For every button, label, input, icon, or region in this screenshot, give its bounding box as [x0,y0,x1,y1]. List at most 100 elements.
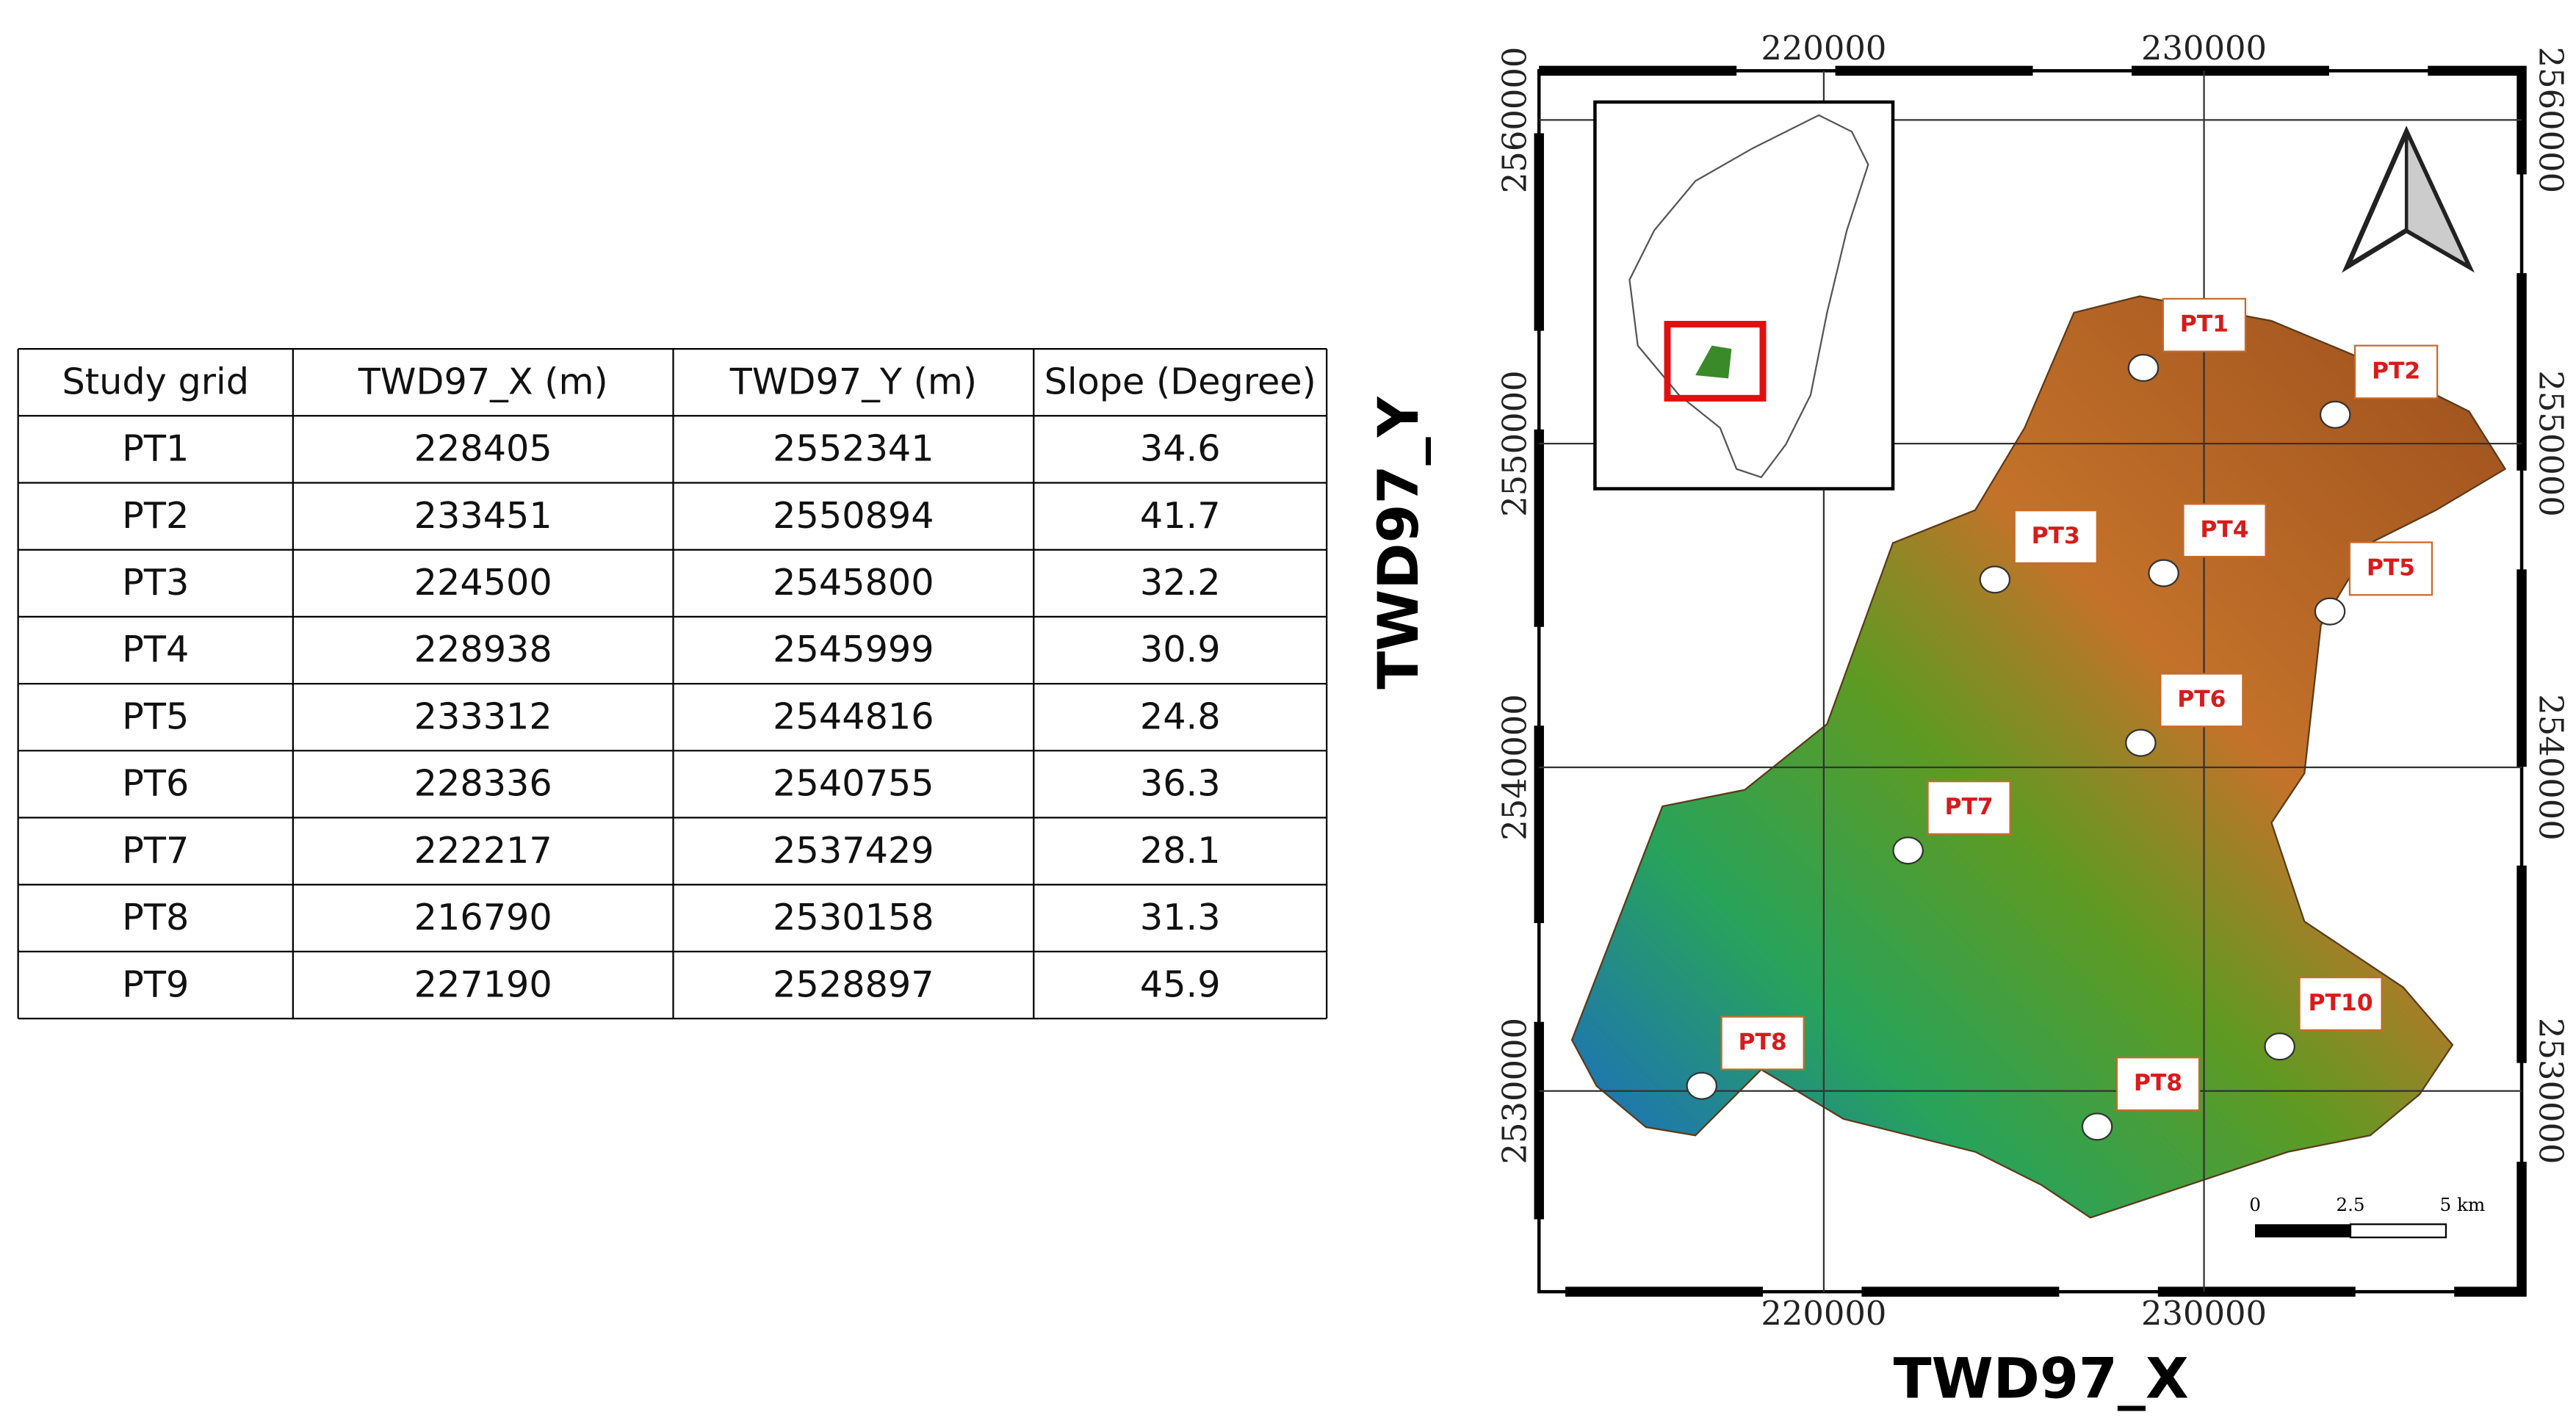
table-cell: PT9 [122,963,189,1005]
point-marker [2127,353,2160,383]
point-label-box [2115,1057,2201,1112]
point-label-box [2298,976,2383,1031]
point-label-box [2353,344,2439,399]
taiwan-outline [1628,114,1869,479]
table-cell: PT6 [122,762,189,805]
point-marker [1686,1071,1718,1100]
table-cell: 32.2 [1140,561,1221,604]
table-cell: 228405 [414,427,552,470]
table-cell: 2545999 [773,628,934,670]
scale-label: 0 [2249,1194,2261,1215]
x-tick-label: 220000 [1761,1294,1886,1333]
x-tick-label: 230000 [2141,1294,2267,1333]
point-label-box [2162,297,2247,352]
map-frame-border [1534,65,2527,1297]
point-marker [1892,836,1924,865]
map: 220000 220000 230000 230000 2530000 2530000 25… [1365,29,2570,1411]
table-cell: 2528897 [773,963,934,1005]
table-cell: 30.9 [1140,628,1221,670]
point-label: PT8 [1739,1029,1787,1056]
scale-label: 2.5 [2336,1194,2364,1215]
x-axis-label: TWD97_X [1894,1345,2189,1411]
point-marker [2148,559,2179,587]
table-cell: 224500 [414,561,552,604]
y-tick-label: 2550000 [1496,370,1534,517]
point-marker [2314,597,2346,626]
table-cell: 228336 [414,762,552,805]
point-label: PT2 [2372,358,2420,384]
point-label-box [1927,781,2011,835]
table-cell: 36.3 [1140,762,1221,805]
point-label: PT3 [2032,523,2080,549]
table-cell: Study grid [62,360,249,402]
point-label: PT8 [2134,1070,2182,1096]
table-cell: 2544816 [773,695,934,737]
table-cell: PT4 [122,628,189,670]
y-tick-label: 2530000 [1496,1018,1534,1165]
table-cell: 2540755 [773,762,934,805]
inset-map [1593,100,1895,491]
point-label: PT4 [2200,516,2248,543]
table-cell: 222217 [414,829,552,872]
north-arrow-shade [2404,131,2473,271]
table: Study grid TWD97_X (m) TWD97_Y (m) Slope (D… [17,347,1328,1020]
table-cell: 216790 [414,896,552,938]
table-cell: 28.1 [1140,829,1221,872]
point-marker [2125,728,2157,757]
point-marker [1979,565,2011,594]
table-cell: PT5 [122,695,189,737]
terrain [1570,295,2507,1219]
points: PT1 PT2 PT3 PT4 PT5 PT6 PT7 PT8 PT8 PT10 [1686,297,2439,1141]
point-label: PT6 [2177,686,2226,712]
point-label-box [2182,503,2267,558]
study-area-box [1664,320,1767,402]
y-axis-label: TWD97_Y [1365,396,1431,689]
table-cell: Slope (Degree) [1045,360,1316,402]
point-marker [2264,1032,2295,1061]
point-label: PT7 [1944,794,1993,820]
point-label: PT10 [2309,990,2373,1016]
table-cell: 227190 [414,963,552,1005]
y-tick-label: 2560000 [2531,47,2570,194]
table-cell: PT1 [122,427,189,470]
table-cell: PT2 [122,494,189,537]
y-tick-label: 2560000 [1496,47,1534,194]
table-cell: 228938 [414,628,552,670]
point-label-box [1720,1016,1805,1071]
table-cell: PT7 [122,829,189,872]
table-cell: 2537429 [773,829,934,872]
table-cell: 233451 [414,494,552,537]
table-cell: 233312 [414,695,552,737]
y-tick-label: 2540000 [2531,694,2570,841]
x-tick-label: 220000 [1761,29,1886,68]
table-cell: 2550894 [773,494,934,537]
point-label-box [2160,673,2244,728]
table-cell: PT3 [122,561,189,604]
table-cell: 45.9 [1140,963,1221,1005]
point-marker [2319,400,2351,429]
scale-bar [2349,1223,2447,1239]
scale-label: 5 km [2439,1194,2485,1215]
point-label-box [2013,510,2098,565]
point-label: PT5 [2367,554,2415,581]
table-cell: 2552341 [773,427,934,470]
table-cell: 2530158 [773,896,934,938]
table-cell: TWD97_X (m) [358,360,608,402]
scale-bar [2255,1224,2350,1238]
table-cell: PT8 [122,896,189,938]
point-label-box [2348,541,2434,596]
y-tick-label: 2540000 [1496,694,1534,841]
table-cell: 31.3 [1140,896,1221,938]
point-marker [2081,1112,2113,1141]
table-cell: 34.6 [1140,427,1221,470]
y-tick-label: 2530000 [2531,1018,2570,1165]
y-tick-label: 2550000 [2531,370,2570,517]
table-cell: 41.7 [1140,494,1221,537]
study-area [1695,345,1732,379]
table-cell: TWD97_Y (m) [729,360,977,402]
table-cell: 2545800 [773,561,934,604]
x-tick-label: 230000 [2141,29,2267,68]
table-cell: 24.8 [1140,695,1221,737]
